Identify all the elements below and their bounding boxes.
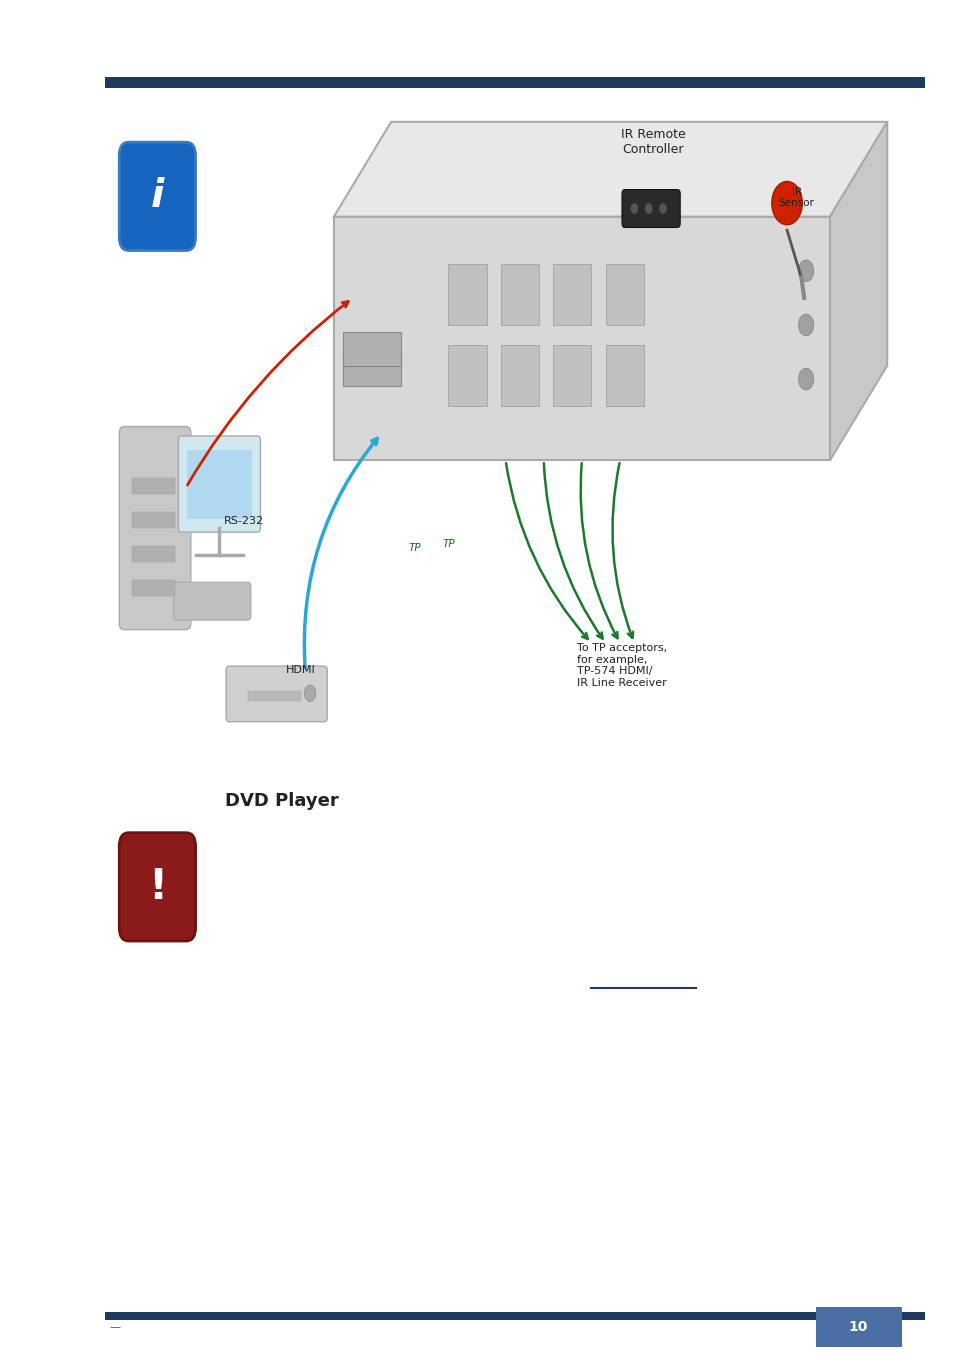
Text: HDMI: HDMI: [285, 665, 315, 676]
Text: TP: TP: [408, 543, 421, 554]
Text: 10: 10: [848, 1320, 867, 1334]
FancyBboxPatch shape: [343, 352, 400, 386]
Text: RS-232: RS-232: [224, 516, 264, 527]
Circle shape: [798, 368, 813, 390]
FancyBboxPatch shape: [605, 264, 643, 325]
Circle shape: [798, 260, 813, 282]
Circle shape: [630, 203, 638, 214]
Text: To TP acceptors,
for example,
TP-574 HDMI/
IR Line Receiver: To TP acceptors, for example, TP-574 HDM…: [577, 643, 666, 688]
FancyBboxPatch shape: [248, 691, 300, 701]
FancyBboxPatch shape: [815, 1307, 901, 1347]
Polygon shape: [334, 217, 829, 460]
Circle shape: [304, 685, 315, 701]
FancyBboxPatch shape: [132, 478, 174, 494]
FancyBboxPatch shape: [553, 345, 591, 406]
Text: DVD Player: DVD Player: [224, 792, 338, 810]
Text: TP: TP: [441, 539, 455, 550]
FancyBboxPatch shape: [119, 142, 195, 250]
Text: i: i: [151, 177, 164, 215]
FancyBboxPatch shape: [500, 345, 538, 406]
Circle shape: [798, 314, 813, 336]
FancyBboxPatch shape: [500, 264, 538, 325]
Text: !: !: [148, 865, 167, 909]
Polygon shape: [829, 122, 886, 460]
Text: —: —: [110, 1322, 121, 1332]
Circle shape: [771, 181, 801, 225]
FancyBboxPatch shape: [343, 332, 400, 366]
Text: IR Remote
Controller: IR Remote Controller: [620, 127, 685, 156]
FancyBboxPatch shape: [553, 264, 591, 325]
FancyBboxPatch shape: [119, 833, 195, 941]
FancyBboxPatch shape: [187, 450, 252, 519]
FancyBboxPatch shape: [448, 345, 486, 406]
FancyBboxPatch shape: [132, 546, 174, 562]
FancyBboxPatch shape: [105, 1312, 924, 1320]
FancyBboxPatch shape: [119, 427, 191, 630]
FancyBboxPatch shape: [105, 77, 924, 88]
FancyBboxPatch shape: [178, 436, 260, 532]
FancyBboxPatch shape: [132, 580, 174, 596]
FancyBboxPatch shape: [132, 512, 174, 528]
FancyBboxPatch shape: [173, 582, 251, 620]
FancyBboxPatch shape: [621, 190, 679, 227]
Circle shape: [644, 203, 652, 214]
Circle shape: [659, 203, 666, 214]
Polygon shape: [334, 122, 886, 217]
FancyBboxPatch shape: [448, 264, 486, 325]
FancyBboxPatch shape: [605, 345, 643, 406]
Text: IR
Sensor: IR Sensor: [778, 187, 814, 209]
FancyBboxPatch shape: [226, 666, 327, 722]
